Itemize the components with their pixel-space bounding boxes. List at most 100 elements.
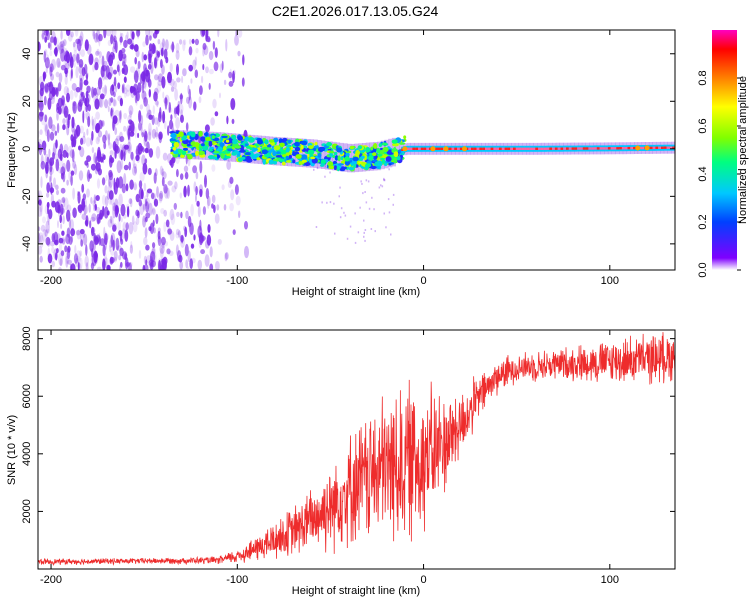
- noise-blob: [92, 30, 96, 40]
- noise-blob: [56, 111, 59, 121]
- noise-blob: [40, 224, 46, 232]
- noise-speck: [390, 233, 392, 236]
- noise-blob: [111, 30, 117, 39]
- signal-core: [473, 147, 477, 150]
- signal-core: [568, 147, 572, 150]
- noise-blob: [93, 87, 97, 96]
- noise-blob: [163, 209, 167, 217]
- noise-blob: [177, 100, 181, 108]
- signal-blob: [194, 142, 200, 148]
- signal-blob: [198, 150, 205, 156]
- noise-blob: [110, 232, 116, 246]
- noise-blob: [61, 238, 66, 245]
- signal-core: [437, 147, 441, 150]
- noise-blob: [130, 241, 133, 249]
- noise-blob: [40, 176, 43, 189]
- signal-blob: [328, 150, 335, 154]
- noise-blob: [148, 53, 152, 64]
- noise-blob: [105, 174, 108, 181]
- noise-blob: [118, 49, 123, 62]
- noise-blob: [165, 219, 170, 228]
- noise-blob: [81, 213, 87, 220]
- signal-peak: [462, 146, 467, 152]
- noise-blob: [238, 210, 241, 219]
- noise-blob: [113, 76, 117, 87]
- noise-blob: [94, 32, 99, 43]
- noise-blob: [143, 255, 147, 265]
- signal-blob: [190, 131, 196, 138]
- noise-blob: [135, 193, 140, 203]
- noise-blob: [46, 156, 50, 164]
- noise-blob: [87, 104, 92, 112]
- noise-blob: [42, 216, 46, 224]
- signal-blob: [364, 165, 369, 171]
- noise-blob: [109, 150, 114, 156]
- noise-blob: [56, 44, 60, 52]
- noise-blob: [93, 205, 97, 212]
- noise-blob: [171, 185, 177, 193]
- noise-blob: [161, 263, 167, 270]
- noise-blob: [112, 222, 118, 232]
- noise-blob: [104, 232, 108, 246]
- noise-blob: [111, 84, 115, 92]
- noise-blob: [118, 110, 122, 124]
- noise-blob: [52, 90, 55, 100]
- noise-blob: [141, 132, 145, 138]
- noise-blob: [162, 110, 166, 124]
- noise-blob: [198, 96, 202, 104]
- signal-blob: [213, 150, 220, 154]
- snr-marks: [38, 332, 675, 566]
- noise-blob: [118, 110, 121, 121]
- snr-panel: -200 -100 0 100 2000 4000 6000 8000 Height of …: [6, 326, 676, 597]
- noise-blob: [75, 86, 81, 93]
- noise-blob: [105, 75, 109, 81]
- noise-blob: [187, 184, 190, 197]
- noise-blob: [145, 216, 148, 223]
- ridge-halo: [302, 138, 307, 168]
- signal-blob: [273, 160, 277, 165]
- noise-blob: [164, 186, 169, 199]
- noise-blob: [189, 258, 193, 270]
- noise-blob: [52, 147, 56, 157]
- noise-blob: [163, 221, 167, 232]
- noise-blob: [204, 254, 210, 267]
- noise-blob: [147, 188, 153, 194]
- signal-blob: [300, 144, 304, 150]
- noise-blob: [85, 244, 88, 256]
- signal-core: [666, 146, 670, 149]
- noise-blob: [39, 234, 44, 248]
- noise-blob: [159, 247, 164, 259]
- noise-blob: [38, 245, 43, 255]
- ridge-halo: [313, 139, 318, 168]
- noise-blob: [70, 68, 73, 79]
- noise-blob: [79, 257, 83, 269]
- noise-blob: [109, 215, 113, 224]
- signal-blob: [214, 133, 221, 138]
- signal-core: [588, 147, 592, 150]
- signal-blob: [344, 160, 350, 166]
- signal-blob: [262, 159, 266, 165]
- noise-blob: [150, 61, 154, 74]
- noise-blob: [53, 36, 57, 46]
- noise-blob: [96, 178, 101, 189]
- signal-blob: [183, 147, 188, 151]
- noise-blob: [234, 34, 239, 46]
- noise-blob: [202, 63, 205, 71]
- signal-core: [448, 147, 452, 150]
- noise-blob: [153, 91, 158, 102]
- signal-core: [418, 147, 421, 150]
- snr-y-ticks: 2000 4000 6000 8000: [21, 326, 675, 524]
- noise-blob: [79, 77, 83, 91]
- noise-blob: [95, 32, 99, 40]
- snr-x-ticks: -200 -100 0 100: [40, 330, 619, 586]
- noise-blob: [49, 131, 55, 141]
- noise-blob: [153, 198, 159, 207]
- noise-blob: [155, 126, 159, 140]
- ridge-halo: [242, 134, 247, 163]
- noise-blob: [130, 30, 133, 40]
- noise-blob: [201, 75, 204, 84]
- noise-blob: [137, 60, 141, 70]
- signal-blob: [314, 141, 318, 146]
- noise-blob: [38, 143, 43, 156]
- noise-blob: [138, 110, 142, 123]
